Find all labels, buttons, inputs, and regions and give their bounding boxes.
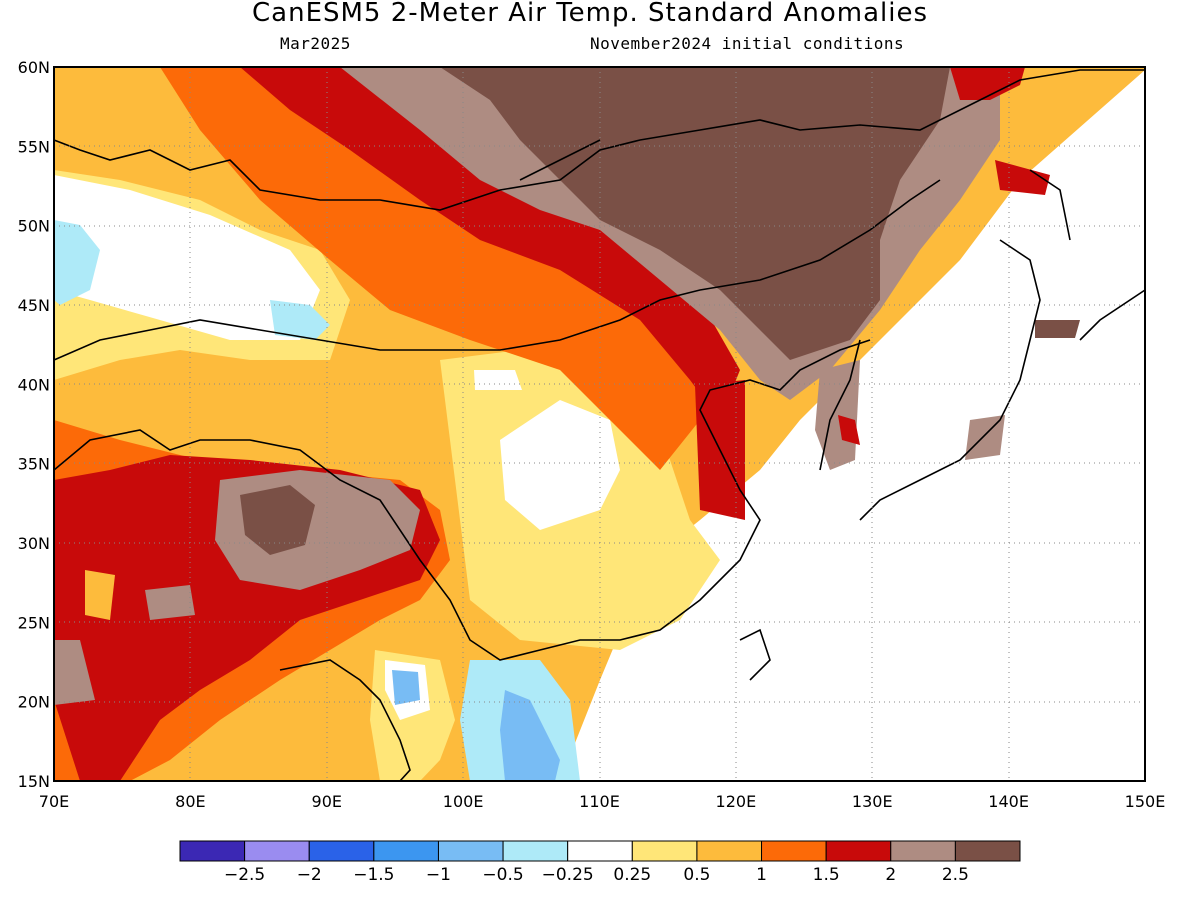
lon-label: 140E	[988, 792, 1029, 811]
lat-label: 40N	[18, 375, 50, 394]
colorbar-swatch	[179, 840, 246, 862]
lon-label: 100E	[443, 792, 484, 811]
colorbar-tick-label: 0.5	[683, 865, 710, 885]
lon-label: 90E	[312, 792, 342, 811]
colorbar-tick-label: −2.5	[224, 865, 265, 885]
colorbar-swatch	[567, 840, 633, 862]
colorbar-swatch	[437, 840, 504, 862]
colorbar-tick-label: 0.25	[613, 865, 651, 885]
lat-label: 35N	[18, 455, 50, 474]
colorbar-tick-label: 2	[885, 865, 896, 885]
lon-label: 70E	[39, 792, 69, 811]
colorbar-swatch	[308, 840, 375, 862]
lat-label: 60N	[18, 58, 50, 77]
colorbar-swatch	[696, 840, 763, 862]
colorbar-tick-label: 1.5	[813, 865, 840, 885]
lon-label: 120E	[716, 792, 757, 811]
colorbar-swatch	[825, 840, 892, 862]
colorbar	[179, 840, 1021, 862]
colorbar-swatch	[954, 840, 1021, 862]
lat-label: 25N	[18, 613, 50, 632]
lat-label: 50N	[18, 217, 50, 236]
colorbar-tick-label: −1	[426, 865, 451, 885]
colorbar-tick-label: 1	[756, 865, 767, 885]
lon-label: 110E	[579, 792, 620, 811]
longitude-labels: 70E 80E 90E 100E 110E 120E 130E 140E 150E	[39, 792, 1166, 811]
lon-label: 80E	[175, 792, 205, 811]
map-title: CanESM5 2-Meter Air Temp. Standard Anoma…	[252, 0, 928, 28]
colorbar-tick-label: −0.25	[542, 865, 594, 885]
colorbar-swatch	[244, 840, 310, 862]
colorbar-swatch	[761, 840, 827, 862]
lat-label: 30N	[18, 534, 50, 553]
lat-label: 45N	[18, 296, 50, 315]
lat-label: 20N	[18, 693, 50, 712]
colorbar-labels: −2.5 −2 −1.5 −1 −0.5 −0.25 0.25 0.5 1 1.5 2 2.5	[224, 865, 969, 885]
colorbar-swatch	[373, 840, 439, 862]
lon-label: 130E	[852, 792, 893, 811]
lat-label: 55N	[18, 137, 50, 156]
colorbar-tick-label: 2.5	[942, 865, 969, 885]
gridlines	[54, 67, 1145, 781]
colorbar-swatch	[502, 840, 569, 862]
init-conditions-label: November2024 initial conditions	[590, 34, 905, 53]
colorbar-swatch	[890, 840, 956, 862]
lon-label: 150E	[1125, 792, 1166, 811]
colorbar-tick-label: −1.5	[353, 865, 394, 885]
map-frame	[53, 66, 1146, 782]
colorbar-swatch	[631, 840, 698, 862]
lat-label: 15N	[18, 772, 50, 791]
anomaly-fields	[54, 67, 1145, 781]
colorbar-tick-label: −2	[297, 865, 322, 885]
latitude-labels: 15N 20N 25N 30N 35N 40N 45N 50N 55N 60N	[18, 58, 50, 791]
colorbar-tick-label: −0.5	[482, 865, 523, 885]
valid-month-label: Mar2025	[280, 34, 351, 53]
